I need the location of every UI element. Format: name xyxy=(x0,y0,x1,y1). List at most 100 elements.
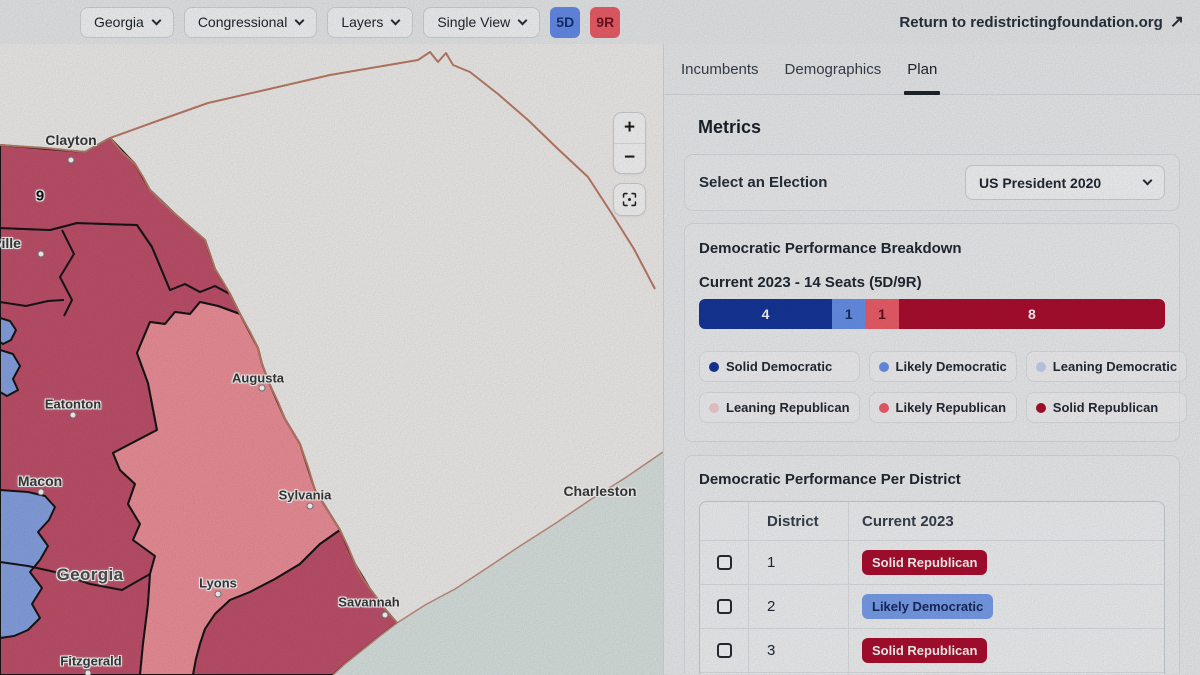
view-mode-dropdown-label: Single View xyxy=(437,14,511,30)
chevron-down-icon xyxy=(517,15,528,25)
side-panel: Incumbents Demographics Plan Metrics Sel… xyxy=(663,44,1200,675)
place-dot-icon xyxy=(84,669,92,675)
dem-seats-badge: 5D xyxy=(550,6,581,38)
district-number-label-9: 9 xyxy=(35,187,45,205)
fit-bounds-icon xyxy=(622,192,637,207)
return-link[interactable]: Return to redistrictingfoundation.org ↗ xyxy=(899,12,1184,32)
table-header-row: District Current 2023 xyxy=(700,502,1164,540)
plan-tab-content: Metrics Select an Election US President … xyxy=(664,95,1200,674)
place-dot-icon xyxy=(306,502,314,510)
place-dot-icon xyxy=(381,611,389,619)
table-row-district-3: 3 Solid Republican xyxy=(700,628,1164,672)
district-number-cell: 4 xyxy=(748,673,848,674)
legend-dot-icon xyxy=(709,402,719,413)
election-select[interactable]: US President 2020 xyxy=(965,165,1165,200)
table-row-district-4: 4Solid Democratic xyxy=(700,672,1164,674)
legend-label: Solid Democratic xyxy=(726,359,833,374)
rating-legend: Solid Democratic Likely Democratic Leaning… xyxy=(699,351,1188,423)
select-column-header xyxy=(700,502,748,540)
town-label-lyons: Lyons xyxy=(199,575,237,591)
layers-dropdown-label: Layers xyxy=(341,14,384,30)
place-dot-icon xyxy=(37,488,45,496)
rating-badge: Solid Republican xyxy=(862,550,988,575)
tab-incumbents[interactable]: Incumbents xyxy=(681,60,759,78)
map-type-dropdown[interactable]: Congressional xyxy=(183,6,318,38)
legend-item-likely-democratic: Likely Democratic xyxy=(868,351,1017,382)
district-number-cell: 1 xyxy=(748,541,848,584)
map-zoom-controls: + − xyxy=(613,112,646,174)
metrics-heading: Metrics xyxy=(698,117,762,137)
bar-segment-likely-democratic: 1 xyxy=(832,299,866,329)
panel-tabs: Incumbents Demographics Plan xyxy=(664,44,1200,95)
view-mode-dropdown[interactable]: Single View xyxy=(423,6,541,38)
current-column-header: Current 2023 xyxy=(848,502,1164,540)
bar-segment-solid-republican: 8 xyxy=(898,299,1165,329)
breakdown-subtitle: Current 2023 - 14 Seats (5D/9R) xyxy=(699,274,922,291)
city-label-clayton: Clayton xyxy=(45,132,97,148)
chevron-down-icon xyxy=(390,15,401,25)
district-number-cell: 2 xyxy=(748,585,848,628)
state-label-georgia: Georgia xyxy=(56,565,124,584)
legend-dot-icon xyxy=(1035,402,1046,413)
zoom-out-button[interactable]: − xyxy=(614,142,645,174)
town-label-augusta: Augusta xyxy=(232,370,284,386)
legend-label: Likely Democratic xyxy=(895,359,1007,374)
town-label-savannah: Savannah xyxy=(338,594,400,610)
chevron-down-icon xyxy=(294,15,305,25)
legend-dot-icon xyxy=(709,361,719,372)
district-column-header: District xyxy=(748,502,848,540)
legend-item-likely-republican: Likely Republican xyxy=(868,392,1017,423)
legend-item-leaning-democratic: Leaning Democratic xyxy=(1025,351,1188,382)
chevron-down-icon xyxy=(151,15,162,25)
city-label-charleston: Charleston xyxy=(563,483,637,499)
legend-dot-icon xyxy=(878,402,889,413)
city-label-gainesville: Gainesville xyxy=(0,235,21,251)
place-dot-icon xyxy=(258,384,266,392)
per-district-card: Democratic Performance Per District Dist… xyxy=(684,455,1180,674)
bar-segment-likely-republican: 1 xyxy=(865,299,899,329)
city-label-macon: Macon xyxy=(17,473,63,489)
row-checkbox[interactable] xyxy=(716,643,732,658)
breakdown-title: Democratic Performance Breakdown xyxy=(699,240,962,257)
rating-badge: Solid Republican xyxy=(862,638,988,663)
zoom-in-button[interactable]: + xyxy=(614,113,645,143)
chevron-down-icon xyxy=(1142,175,1153,186)
legend-item-solid-republican: Solid Republican xyxy=(1025,392,1188,423)
election-selector-card: Select an Election US President 2020 xyxy=(684,154,1180,211)
district-map[interactable]: Clayton Gainesville 9 Eatonton Macon Augusta S… xyxy=(0,44,663,675)
state-dropdown[interactable]: Georgia xyxy=(80,6,174,38)
district-number-cell: 3 xyxy=(748,629,848,672)
performance-breakdown-card: Democratic Performance Breakdown Current… xyxy=(684,223,1188,442)
fit-bounds-button[interactable] xyxy=(613,183,646,216)
place-dot-icon xyxy=(67,156,75,164)
per-district-table: District Current 2023 1 Solid Republican 2… xyxy=(699,501,1165,674)
state-dropdown-label: Georgia xyxy=(94,14,144,30)
legend-label: Solid Republican xyxy=(1052,400,1159,415)
place-dot-icon xyxy=(214,590,222,598)
row-checkbox[interactable] xyxy=(716,555,732,570)
election-select-label: Select an Election xyxy=(699,174,828,191)
rating-badge: Likely Democratic xyxy=(862,594,994,619)
per-district-title: Democratic Performance Per District xyxy=(699,471,961,488)
tab-plan[interactable]: Plan xyxy=(904,44,941,95)
layers-dropdown[interactable]: Layers xyxy=(327,6,414,38)
town-label-sylvania: Sylvania xyxy=(278,487,332,503)
table-row-district-1: 1 Solid Republican xyxy=(700,540,1164,584)
external-link-arrow-icon: ↗ xyxy=(1169,12,1184,31)
legend-label: Likely Republican xyxy=(895,400,1007,415)
row-checkbox[interactable] xyxy=(716,599,732,614)
place-dot-icon xyxy=(37,250,45,258)
legend-dot-icon xyxy=(1035,361,1046,372)
town-label-fitzgerald: Fitzgerald xyxy=(60,653,122,669)
place-dot-icon xyxy=(69,411,77,419)
return-link-label: Return to redistrictingfoundation.org xyxy=(899,13,1163,31)
top-toolbar: Georgia Congressional Layers Single View… xyxy=(0,0,1200,44)
legend-item-solid-democratic: Solid Democratic xyxy=(699,351,860,382)
tab-demographics[interactable]: Demographics xyxy=(784,60,882,78)
bar-segment-solid-democratic: 4 xyxy=(699,299,833,329)
legend-label: Leaning Republican xyxy=(726,400,850,415)
legend-label: Leaning Democratic xyxy=(1052,359,1178,374)
rep-seats-badge: 9R xyxy=(590,6,621,38)
